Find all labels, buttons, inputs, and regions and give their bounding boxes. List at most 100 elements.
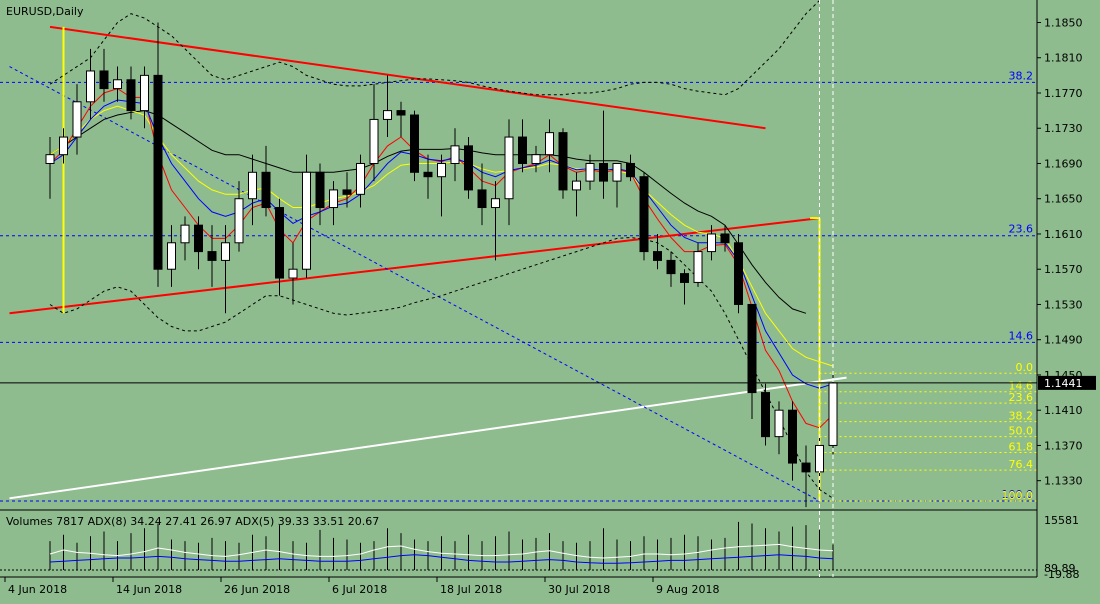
volume-adx-panel — [0, 521, 1037, 571]
candle-bear — [207, 251, 217, 261]
price-tick-label: 1.1690 — [1044, 157, 1083, 170]
price-tick-label: 1.1730 — [1044, 122, 1083, 135]
bollinger-upper-band — [49, 0, 823, 96]
sub-axis-label: -19.88 — [1044, 568, 1079, 581]
candle-bear — [153, 74, 163, 270]
price-tick-label: 1.1490 — [1044, 334, 1083, 347]
candle-bull — [140, 74, 149, 112]
price-tick-label: 1.1370 — [1044, 439, 1083, 452]
candle-bear — [410, 114, 419, 173]
fib-level-label: 38.2 — [1009, 69, 1034, 82]
candle-bear — [315, 171, 325, 209]
candle-bull — [86, 70, 95, 103]
candle-bull — [180, 224, 190, 244]
candle-bear — [761, 392, 770, 438]
fib-level-label: 100.0 — [1002, 488, 1034, 501]
candle-bear — [275, 207, 284, 279]
candle-bull — [234, 198, 244, 244]
candle-bull — [45, 154, 55, 164]
candle-bull — [329, 189, 338, 209]
candle-bull — [504, 136, 514, 200]
sub-axis-label: 89.89 — [1044, 562, 1076, 575]
candle-bear — [639, 176, 649, 253]
time-tick-label: 18 Jul 2018 — [440, 583, 502, 596]
candle-bull — [113, 79, 122, 90]
price-tick-label: 1.1810 — [1044, 52, 1083, 65]
candle-bull — [167, 242, 176, 270]
candle-bull — [383, 110, 392, 120]
candle-bull — [288, 268, 298, 279]
adx-white-line — [49, 543, 834, 559]
trendline-white — [9, 376, 847, 500]
fib-level-label: 23.6 — [1009, 223, 1034, 236]
candle-bear — [801, 462, 811, 473]
adx-blue-line — [49, 554, 834, 564]
candle-bull — [356, 162, 365, 195]
axes: 1.1850 1.1810 1.1770 1.1730 1.1690 1.1650 1.16… — [4, 17, 1096, 596]
candle-bear — [261, 171, 271, 209]
candle-bull — [572, 180, 581, 191]
candle-bear — [747, 303, 757, 394]
candle-bear — [477, 189, 487, 209]
fib-retracement-label: 0.0 — [1016, 361, 1034, 374]
price-tick-label: 1.1410 — [1044, 404, 1083, 417]
sub-axis-label: 15581 — [1044, 514, 1079, 527]
fib-retracement-label: 100.0 — [1002, 489, 1034, 502]
time-tick-label: 6 Jul 2018 — [332, 583, 387, 596]
candle-bull — [369, 118, 379, 164]
chart-title: EURUSD,Daily — [6, 5, 84, 18]
candle-bull — [612, 162, 622, 182]
time-tick-label: 4 Jun 2018 — [8, 583, 67, 596]
price-tick-label: 1.1850 — [1044, 17, 1083, 30]
candle-bear — [99, 70, 109, 90]
price-tick-label: 1.1770 — [1044, 87, 1083, 100]
time-tick-label: 30 Jul 2018 — [548, 583, 610, 596]
candle-bear — [518, 136, 527, 164]
price-tick-label: 1.1650 — [1044, 193, 1083, 206]
candle-bear — [626, 162, 635, 178]
candle-bull — [545, 132, 554, 156]
price-tick-label: 1.1330 — [1044, 475, 1083, 488]
fib-retracement-label: 23.6 — [1009, 391, 1034, 404]
candle-bull — [774, 409, 784, 438]
candle-bear — [666, 259, 676, 275]
candle-bear — [599, 162, 608, 182]
candle-bull — [437, 162, 446, 178]
candle-bear — [342, 189, 352, 195]
candle-bear — [680, 273, 689, 283]
price-tick-label: 1.1570 — [1044, 263, 1083, 276]
time-tick-label: 14 Jun 2018 — [116, 583, 182, 596]
candle-bear — [720, 233, 730, 244]
fib-level-label: 14.6 — [1009, 329, 1034, 342]
fib-retracement-label: 61.8 — [1009, 440, 1034, 453]
candle-bull — [585, 162, 595, 182]
candle-bull — [707, 233, 716, 253]
candle-bull — [450, 145, 460, 164]
candle-bull — [302, 171, 311, 270]
candle-bull — [531, 154, 541, 164]
time-tick-label: 26 Jun 2018 — [224, 583, 290, 596]
price-tick-label: 1.1530 — [1044, 298, 1083, 311]
candle-bear — [194, 224, 203, 253]
candle-bear — [423, 171, 433, 178]
moving-average-black — [49, 110, 807, 314]
indicator-title: Volumes 7817 ADX(8) 34.24 27.41 26.97 AD… — [6, 515, 379, 528]
candle-bull — [491, 198, 500, 209]
candle-bull — [59, 136, 68, 156]
candle-bull — [72, 101, 82, 138]
current-price-box — [1038, 375, 1096, 390]
main-price-panel: 38.223.614.6100.00.014.623.638.250.061.8… — [0, 0, 1037, 577]
candle-bear — [558, 132, 568, 191]
current-price-label: 1.1441 — [1044, 377, 1083, 390]
main-clip-group: 38.223.614.6100.00.014.623.638.250.061.8… — [0, 0, 1037, 508]
candle-bear — [464, 145, 473, 191]
fib-retracement-label: 76.4 — [1009, 458, 1034, 471]
trendline-lower-red — [9, 217, 820, 315]
candle-bull — [693, 251, 703, 283]
candle-bear — [653, 251, 662, 261]
candle-bear — [126, 79, 136, 112]
candle-bear — [396, 110, 406, 116]
